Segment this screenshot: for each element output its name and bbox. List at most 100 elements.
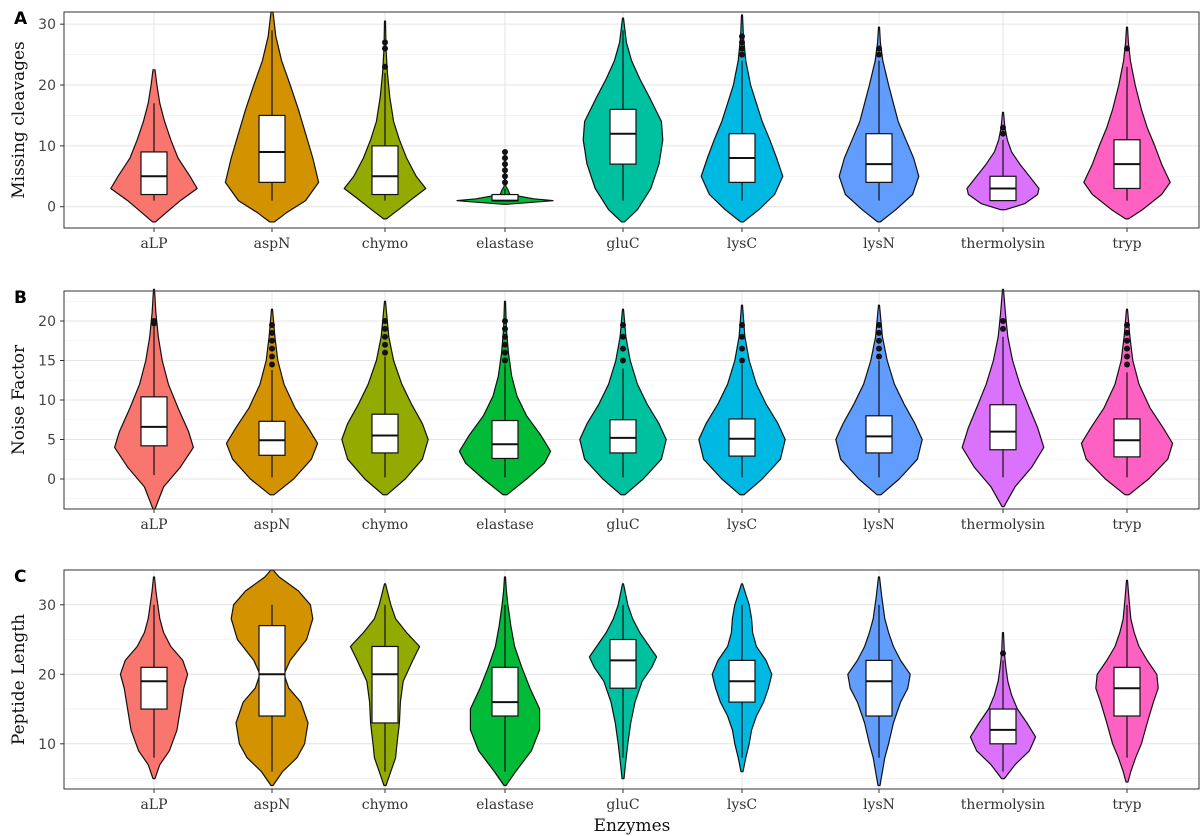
panel-letter: C bbox=[14, 567, 26, 587]
outlier-point bbox=[1124, 345, 1130, 352]
y-tick-label: 10 bbox=[38, 139, 56, 155]
outlier-point bbox=[620, 321, 626, 328]
outlier-point bbox=[269, 329, 275, 336]
x-tick-label: aLP bbox=[140, 797, 167, 813]
x-tick-label: lysN bbox=[863, 517, 895, 533]
x-tick-label: lysC bbox=[727, 797, 757, 813]
box-lysN bbox=[865, 659, 893, 717]
x-tick-label: tryp bbox=[1112, 236, 1141, 252]
box-tryp bbox=[1113, 418, 1141, 458]
outlier-point bbox=[739, 357, 745, 364]
outlier-point bbox=[502, 173, 508, 180]
outlier-point bbox=[502, 325, 508, 332]
outlier-point bbox=[1000, 650, 1006, 657]
outlier-point bbox=[739, 321, 745, 328]
box-aLP bbox=[140, 666, 168, 710]
x-tick-label: thermolysin bbox=[961, 797, 1045, 813]
box-gluC bbox=[609, 638, 637, 689]
x-tick-label: aLP bbox=[140, 517, 167, 533]
outlier-point bbox=[739, 45, 745, 52]
box-tryp bbox=[1113, 666, 1141, 717]
y-tick-label: 15 bbox=[38, 354, 56, 370]
y-axis-label: Peptide Length bbox=[9, 614, 29, 745]
outlier-point bbox=[1124, 321, 1130, 328]
x-tick-label: tryp bbox=[1112, 797, 1141, 813]
outlier-point bbox=[739, 333, 745, 340]
outlier-point bbox=[876, 353, 882, 360]
x-tick-label: aspN bbox=[254, 236, 291, 252]
x-tick-label: aLP bbox=[140, 236, 167, 252]
x-tick-label: elastase bbox=[476, 797, 534, 813]
box-gluC bbox=[609, 108, 637, 165]
box-gluC bbox=[609, 419, 637, 454]
box-thermolysin bbox=[989, 404, 1017, 451]
outlier-point bbox=[502, 349, 508, 356]
outlier-point bbox=[502, 357, 508, 364]
box-lysN bbox=[865, 415, 893, 454]
outlier-point bbox=[739, 345, 745, 352]
x-tick-label: chymo bbox=[362, 797, 408, 813]
outlier-point bbox=[502, 167, 508, 174]
outlier-point bbox=[739, 33, 745, 40]
x-tick-label: aspN bbox=[254, 797, 291, 813]
y-axis-label: Noise Factor bbox=[9, 344, 29, 455]
y-tick-label: 10 bbox=[38, 737, 56, 753]
outlier-point bbox=[1124, 353, 1130, 360]
x-tick-label: thermolysin bbox=[961, 236, 1045, 252]
outlier-point bbox=[382, 349, 388, 356]
panel-a: 0 10 20 30 aLP aspN chymo elastase gluC lysC lysN t… bbox=[9, 9, 1200, 252]
box-elastase bbox=[491, 419, 519, 460]
box-aLP bbox=[140, 151, 168, 196]
outlier-point bbox=[739, 51, 745, 58]
y-tick-label: 20 bbox=[38, 314, 56, 330]
outlier-point bbox=[502, 179, 508, 186]
box-elastase bbox=[491, 666, 519, 717]
outlier-point bbox=[502, 318, 508, 325]
x-tick-label: lysC bbox=[727, 236, 757, 252]
outlier-point bbox=[1124, 45, 1130, 52]
outlier-point bbox=[876, 329, 882, 336]
outlier-point bbox=[620, 345, 626, 352]
outlier-point bbox=[502, 148, 508, 155]
x-tick-label: aspN bbox=[254, 517, 291, 533]
x-axis-label: Enzymes bbox=[594, 816, 671, 836]
panel-b: 0 5 10 15 20 aLP aspN chymo elastase gluC lysC lysN… bbox=[9, 288, 1200, 533]
outlier-point bbox=[876, 345, 882, 352]
y-tick-label: 30 bbox=[38, 17, 56, 33]
y-tick-label: 10 bbox=[38, 393, 56, 409]
outlier-point bbox=[502, 341, 508, 348]
x-tick-label: lysN bbox=[863, 236, 895, 252]
x-tick-label: chymo bbox=[362, 236, 408, 252]
outlier-point bbox=[502, 161, 508, 168]
outlier-point bbox=[269, 337, 275, 344]
box-aLP bbox=[140, 396, 168, 447]
y-tick-label: 0 bbox=[47, 200, 56, 216]
x-tick-label: gluC bbox=[606, 797, 639, 813]
panel-c: 10 20 30 aLP aspN chymo elastase gluC lysC lysN th… bbox=[9, 567, 1200, 836]
outlier-point bbox=[876, 51, 882, 58]
x-tick-label: elastase bbox=[476, 517, 534, 533]
outlier-point bbox=[502, 333, 508, 340]
y-tick-label: 20 bbox=[38, 667, 56, 683]
outlier-point bbox=[1000, 130, 1006, 137]
plot-border bbox=[63, 11, 1200, 229]
x-tick-label: gluC bbox=[606, 517, 639, 533]
x-tick-label: lysN bbox=[863, 797, 895, 813]
y-axis-label: Missing cleavages bbox=[9, 41, 29, 199]
y-tick-label: 20 bbox=[38, 78, 56, 94]
plot-border bbox=[63, 290, 1200, 510]
outlier-point bbox=[739, 39, 745, 46]
box-aspN bbox=[258, 114, 286, 183]
box-chymo bbox=[371, 145, 399, 196]
outlier-point bbox=[151, 318, 157, 325]
outlier-point bbox=[382, 325, 388, 332]
y-tick-label: 30 bbox=[38, 598, 56, 614]
box-lysC bbox=[728, 418, 756, 457]
x-tick-label: elastase bbox=[476, 236, 534, 252]
x-tick-label: gluC bbox=[606, 236, 639, 252]
outlier-point bbox=[269, 345, 275, 352]
outlier-point bbox=[382, 63, 388, 70]
outlier-point bbox=[382, 45, 388, 52]
plot-border bbox=[63, 569, 1200, 790]
x-tick-label: lysC bbox=[727, 517, 757, 533]
